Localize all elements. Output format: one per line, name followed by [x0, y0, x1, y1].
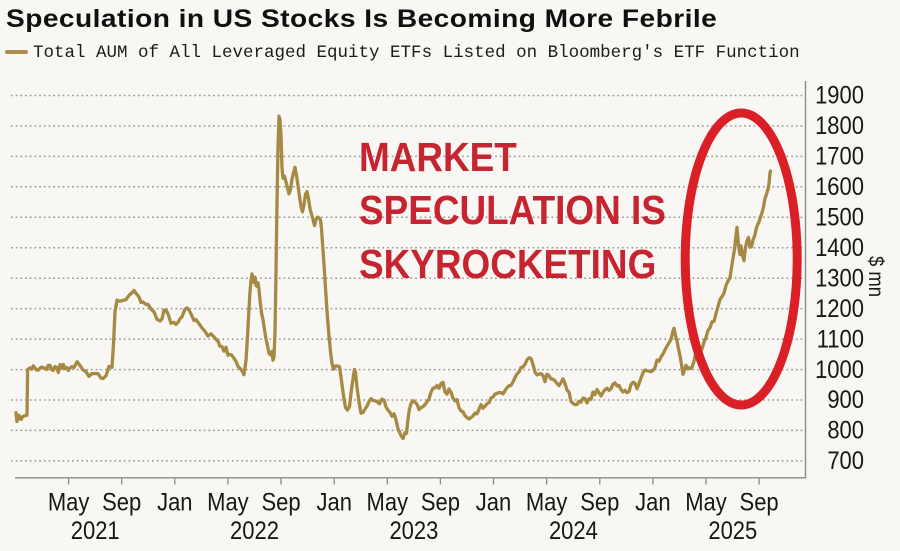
svg-text:Sep: Sep [261, 488, 300, 516]
svg-text:1500: 1500 [815, 203, 864, 231]
svg-text:1600: 1600 [815, 173, 864, 201]
svg-text:Sep: Sep [102, 488, 141, 516]
svg-text:1400: 1400 [815, 234, 864, 262]
svg-text:May: May [367, 488, 409, 516]
svg-text:800: 800 [827, 416, 864, 444]
svg-text:2024: 2024 [549, 517, 598, 545]
svg-text:Jan: Jan [316, 488, 351, 516]
svg-text:Sep: Sep [580, 488, 619, 516]
svg-text:May: May [685, 488, 727, 516]
svg-text:1300: 1300 [815, 264, 864, 292]
svg-text:1000: 1000 [815, 356, 864, 384]
svg-text:700: 700 [827, 447, 864, 475]
svg-text:$ mn: $ mn [864, 256, 887, 297]
svg-text:May: May [207, 488, 249, 516]
svg-text:1200: 1200 [815, 295, 864, 323]
svg-text:1700: 1700 [815, 142, 864, 170]
svg-text:Sep: Sep [740, 488, 779, 516]
svg-text:2022: 2022 [230, 517, 279, 545]
svg-text:Jan: Jan [635, 488, 670, 516]
svg-text:2025: 2025 [708, 517, 757, 545]
svg-text:Sep: Sep [421, 488, 460, 516]
svg-text:May: May [48, 488, 90, 516]
svg-text:2023: 2023 [389, 517, 438, 545]
svg-text:Jan: Jan [157, 488, 192, 516]
svg-text:Jan: Jan [476, 488, 511, 516]
svg-text:May: May [526, 488, 568, 516]
svg-text:900: 900 [827, 386, 864, 414]
svg-text:1100: 1100 [817, 325, 864, 353]
svg-text:2021: 2021 [71, 517, 120, 545]
svg-text:1800: 1800 [815, 112, 864, 140]
svg-text:1900: 1900 [815, 81, 864, 109]
